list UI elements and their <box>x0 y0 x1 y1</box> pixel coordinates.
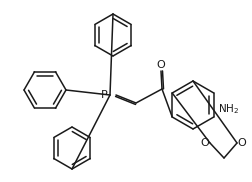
Text: O: O <box>201 138 209 148</box>
Text: O: O <box>157 60 165 70</box>
Text: P: P <box>101 90 107 100</box>
Text: O: O <box>238 138 246 148</box>
Text: NH$_2$: NH$_2$ <box>218 102 239 116</box>
